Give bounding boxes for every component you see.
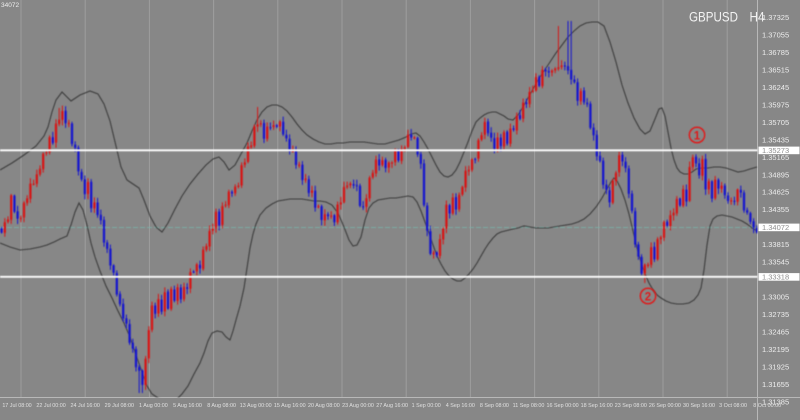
svg-text:23 Aug 00:00: 23 Aug 00:00 xyxy=(342,403,374,409)
svg-text:1.35273: 1.35273 xyxy=(762,146,789,155)
svg-text:27 Aug 16:00: 27 Aug 16:00 xyxy=(376,403,408,409)
svg-text:1.34625: 1.34625 xyxy=(762,188,789,197)
svg-text:2: 2 xyxy=(645,291,651,303)
svg-text:1.33318: 1.33318 xyxy=(762,273,789,282)
svg-text:1.36515: 1.36515 xyxy=(762,66,789,75)
svg-text:23 Sep 08:00: 23 Sep 08:00 xyxy=(615,403,647,409)
svg-text:3 Oct 08:00: 3 Oct 08:00 xyxy=(719,403,747,409)
svg-text:4 Sep 16:00: 4 Sep 16:00 xyxy=(446,403,475,409)
svg-text:1.33005: 1.33005 xyxy=(762,293,789,302)
svg-text:22 Jul 00:00: 22 Jul 00:00 xyxy=(36,403,65,409)
svg-text:8 Aug 08:00: 8 Aug 08:00 xyxy=(207,403,236,409)
svg-text:H4: H4 xyxy=(750,10,765,25)
svg-text:1.36245: 1.36245 xyxy=(762,83,789,92)
svg-text:GBPUSD: GBPUSD xyxy=(689,10,738,25)
svg-text:8 Sep 08:00: 8 Sep 08:00 xyxy=(480,403,509,409)
svg-text:1.31925: 1.31925 xyxy=(762,362,789,371)
svg-text:1.36785: 1.36785 xyxy=(762,48,789,57)
svg-text:1: 1 xyxy=(694,130,701,142)
svg-text:15 Aug 16:00: 15 Aug 16:00 xyxy=(274,403,306,409)
svg-text:16 Sep 00:00: 16 Sep 00:00 xyxy=(547,403,579,409)
svg-text:1.33545: 1.33545 xyxy=(762,258,789,267)
svg-text:30 Sep 16:00: 30 Sep 16:00 xyxy=(683,403,715,409)
svg-text:5 Aug 16:00: 5 Aug 16:00 xyxy=(173,403,202,409)
svg-text:17 Jul 08:00: 17 Jul 08:00 xyxy=(2,403,31,409)
svg-text:1.37325: 1.37325 xyxy=(762,13,789,22)
svg-text:11 Sep 08:00: 11 Sep 08:00 xyxy=(513,403,545,409)
svg-text:1.37055: 1.37055 xyxy=(762,31,789,40)
svg-text:13 Aug 00:00: 13 Aug 00:00 xyxy=(240,403,272,409)
svg-text:8 Oct 00:00: 8 Oct 00:00 xyxy=(753,403,781,409)
svg-text:1.32195: 1.32195 xyxy=(762,345,789,354)
svg-text:34072: 34072 xyxy=(1,2,19,9)
svg-text:1.34895: 1.34895 xyxy=(762,170,789,179)
svg-text:1 Sep 00:00: 1 Sep 00:00 xyxy=(412,403,441,409)
svg-text:1.35435: 1.35435 xyxy=(762,135,789,144)
svg-text:1.35975: 1.35975 xyxy=(762,100,789,109)
svg-text:1.34355: 1.34355 xyxy=(762,205,789,214)
svg-text:1.31655: 1.31655 xyxy=(762,380,789,389)
svg-text:1.33815: 1.33815 xyxy=(762,240,789,249)
svg-text:1.34072: 1.34072 xyxy=(762,223,789,232)
svg-text:1.31385: 1.31385 xyxy=(762,397,789,406)
svg-text:24 Jul 16:00: 24 Jul 16:00 xyxy=(71,403,100,409)
svg-text:18 Sep 16:00: 18 Sep 16:00 xyxy=(581,403,613,409)
svg-text:1.32465: 1.32465 xyxy=(762,327,789,336)
svg-text:1.35705: 1.35705 xyxy=(762,118,789,127)
svg-text:29 Jul 08:00: 29 Jul 08:00 xyxy=(105,403,134,409)
svg-text:1 Aug 00:00: 1 Aug 00:00 xyxy=(139,403,168,409)
svg-text:1.32735: 1.32735 xyxy=(762,310,789,319)
svg-text:1.35165: 1.35165 xyxy=(762,153,789,162)
svg-text:20 Aug 08:00: 20 Aug 08:00 xyxy=(308,403,340,409)
svg-text:26 Sep 00:00: 26 Sep 00:00 xyxy=(649,403,681,409)
